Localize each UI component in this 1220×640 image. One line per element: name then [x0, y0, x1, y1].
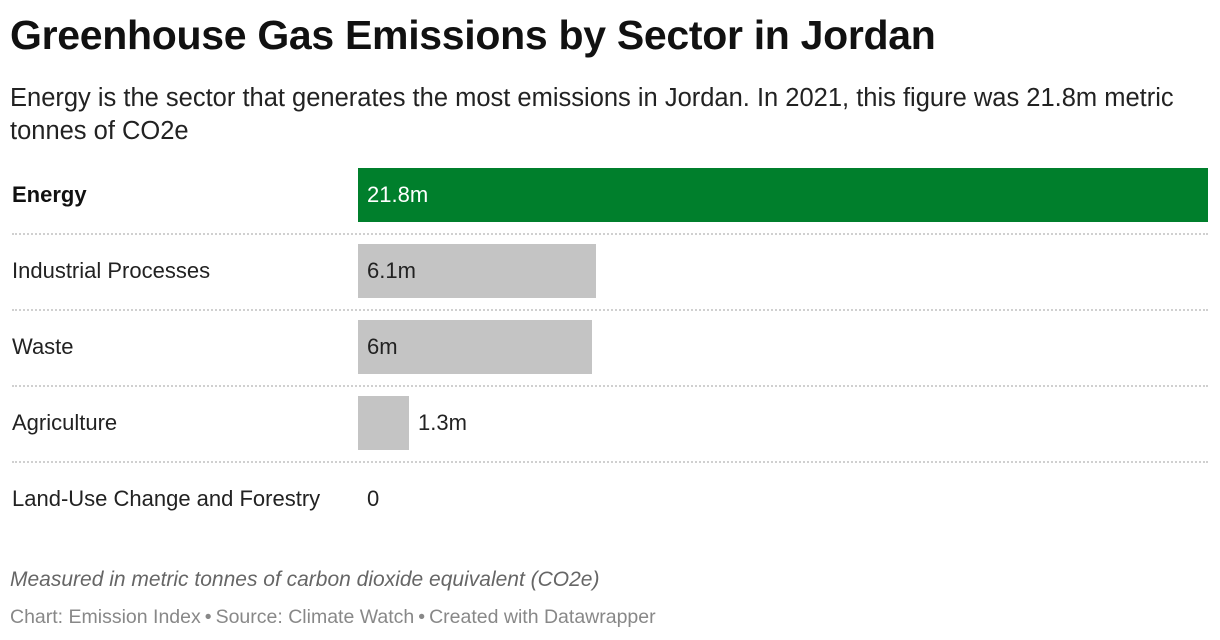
- row-divider: [12, 385, 1208, 387]
- value-label: 1.3m: [418, 410, 467, 435]
- bar: [358, 244, 596, 298]
- row-divider: [12, 233, 1208, 235]
- category-label: Industrial Processes: [12, 258, 211, 283]
- bar: [358, 168, 1208, 222]
- chart-notes: Measured in metric tonnes of carbon diox…: [10, 568, 600, 591]
- value-label: 0: [367, 486, 380, 511]
- chart-row: Land-Use Change and Forestry 0: [0, 472, 1220, 526]
- chart-row: Agriculture 1.3m: [0, 396, 1220, 450]
- chart-row: Waste 6m: [0, 320, 1220, 374]
- chart-credit: Chart: Emission Index: [10, 606, 201, 628]
- chart-row: Industrial Processes 6.1m: [0, 244, 1220, 298]
- chart-row: Energy 21.8m: [0, 168, 1220, 222]
- chart-title: Greenhouse Gas Emissions by Sector in Jo…: [10, 12, 936, 58]
- bar: [358, 396, 409, 450]
- datawrapper-link[interactable]: Created with Datawrapper: [429, 606, 656, 628]
- chart-subtitle: Energy is the sector that generates the …: [10, 84, 1174, 145]
- value-label: 6m: [367, 334, 398, 359]
- category-label: Waste: [12, 334, 74, 359]
- chart-footer: Chart: Emission Index • Source: Climate Wa…: [10, 604, 1210, 630]
- source-link[interactable]: Source: Climate Watch: [215, 606, 415, 628]
- category-label: Energy: [12, 182, 87, 207]
- category-label: Agriculture: [12, 410, 118, 435]
- footer-separator: •: [204, 606, 212, 628]
- category-label: Land-Use Change and Forestry: [12, 486, 321, 511]
- value-label: 21.8m: [367, 182, 429, 207]
- footer-separator: •: [418, 606, 426, 628]
- bar-chart: Energy 21.8m Industrial Processes 6.1m Waste…: [0, 168, 1220, 528]
- bar: [358, 320, 592, 374]
- row-divider: [12, 309, 1208, 311]
- value-label: 6.1m: [367, 258, 416, 283]
- row-divider: [12, 461, 1208, 463]
